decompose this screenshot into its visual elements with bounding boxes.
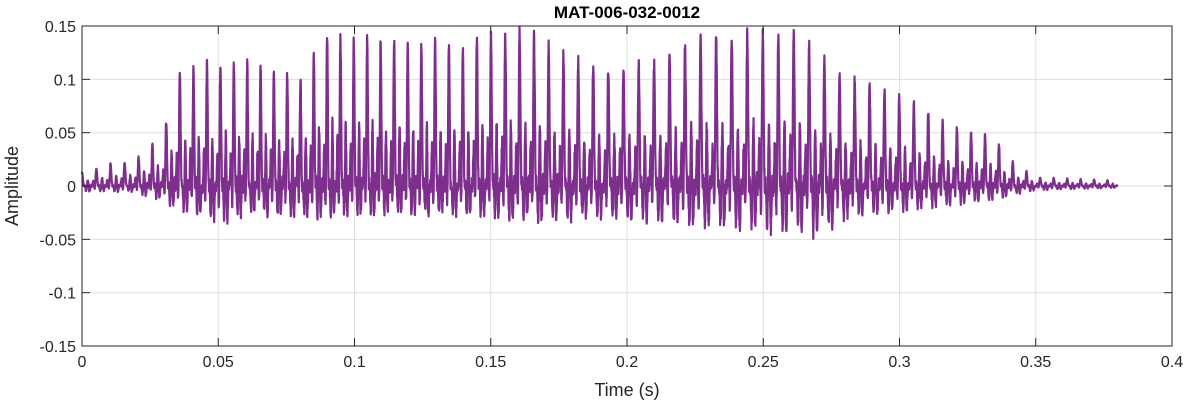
- x-tick-label: 0.4: [1161, 354, 1183, 371]
- chart-title: MAT-006-032-0012: [554, 3, 700, 22]
- x-tick-label: 0.25: [748, 354, 779, 371]
- y-tick-label: 0: [67, 179, 76, 196]
- x-tick-label: 0.2: [616, 354, 638, 371]
- y-tick-label: -0.1: [48, 286, 76, 303]
- x-tick-label: 0.1: [343, 354, 365, 371]
- y-tick-label: -0.05: [40, 232, 77, 249]
- y-axis: -0.15 -0.1 -0.05 0 0.05 0.1 0.15: [40, 19, 1172, 356]
- y-tick-label: -0.15: [40, 339, 77, 356]
- y-tick-label: 0.1: [54, 72, 76, 89]
- x-tick-label: 0.35: [1020, 354, 1051, 371]
- x-axis-label: Time (s): [594, 380, 659, 400]
- x-tick-label: 0.3: [888, 354, 910, 371]
- x-axis: 0 0.05 0.1 0.15 0.2 0.25 0.3 0.35 0.4: [78, 26, 1183, 371]
- x-tick-label: 0.15: [475, 354, 506, 371]
- waveform-line: [80, 25, 1119, 241]
- x-tick-label: 0: [78, 354, 87, 371]
- x-tick-label: 0.05: [203, 354, 234, 371]
- y-axis-label: Amplitude: [2, 146, 22, 226]
- y-tick-label: 0.15: [45, 19, 76, 36]
- y-tick-label: 0.05: [45, 126, 76, 143]
